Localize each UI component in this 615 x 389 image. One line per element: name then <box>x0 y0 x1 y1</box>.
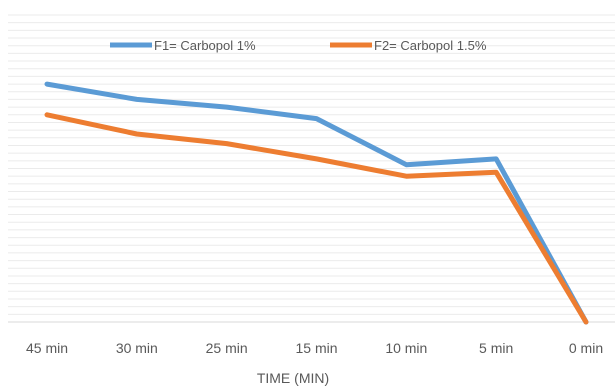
x-tick-label: 25 min <box>206 340 248 356</box>
legend: F1= Carbopol 1% F2= Carbopol 1.5% <box>110 38 487 53</box>
x-axis: 45 min 30 min 25 min 15 min 10 min 5 min 0 min <box>8 321 615 356</box>
x-tick-label: 30 min <box>116 340 158 356</box>
x-tick-label: 15 min <box>295 340 337 356</box>
legend-label-2: F2= Carbopol 1.5% <box>374 38 487 53</box>
gridlines <box>8 14 615 323</box>
series-lines <box>44 81 589 325</box>
x-tick-label: 5 min <box>479 340 513 356</box>
x-tick-label: 0 min <box>569 340 603 356</box>
series-line-1 <box>44 81 589 325</box>
x-axis-title: TIME (MIN) <box>257 370 329 386</box>
series-line-2 <box>44 112 589 325</box>
legend-label-1: F1= Carbopol 1% <box>154 38 256 53</box>
x-tick-label: 45 min <box>26 340 68 356</box>
x-tick-label: 10 min <box>385 340 427 356</box>
